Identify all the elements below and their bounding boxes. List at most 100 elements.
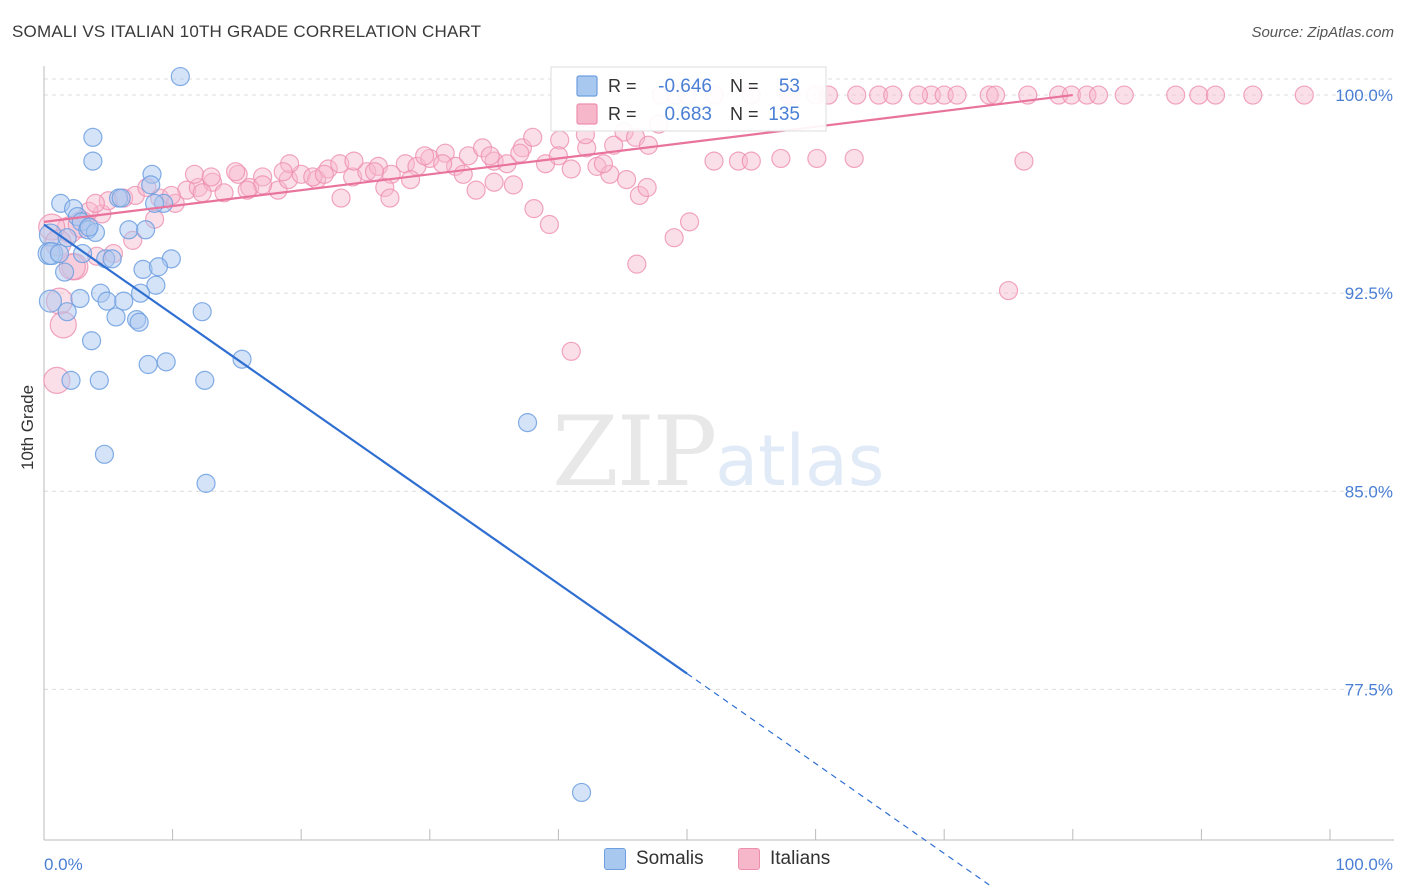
somali-point	[106, 307, 126, 327]
italian-point	[523, 127, 543, 147]
somali-point	[571, 782, 592, 803]
italian-point	[883, 85, 903, 105]
italian-point	[604, 135, 624, 155]
somali-point	[119, 220, 139, 240]
italian-point	[844, 148, 864, 169]
italian-point	[704, 151, 724, 171]
legend-label-italians: Italians	[770, 848, 831, 869]
somali-point	[114, 291, 134, 311]
italian-point	[400, 169, 421, 190]
italian-point	[237, 180, 257, 200]
italian-point	[1014, 151, 1034, 171]
somali-point	[141, 175, 161, 195]
italian-point	[1088, 85, 1109, 105]
somali-point	[81, 331, 102, 351]
italian-point	[561, 159, 581, 179]
somali-point	[111, 188, 131, 208]
watermark-zip: ZIP	[552, 396, 717, 508]
italian-point	[1189, 85, 1209, 105]
somali-point	[79, 217, 99, 237]
somali-point	[196, 473, 216, 493]
y-tick-label: 77.5%	[1345, 680, 1393, 699]
x-tick-label: 0.0%	[44, 855, 83, 874]
italian-point	[466, 180, 486, 200]
somali-point	[94, 444, 115, 464]
italian-point	[1166, 85, 1186, 105]
somali-point	[148, 257, 169, 277]
italian-point	[433, 154, 453, 174]
italian-point	[1294, 85, 1314, 105]
italian-point	[1077, 85, 1097, 105]
somali-point	[83, 127, 103, 147]
somalis-swatch	[604, 848, 626, 870]
italian-point	[192, 183, 212, 203]
somali-point	[57, 228, 77, 248]
italian-point	[771, 148, 791, 169]
italian-point	[453, 164, 473, 184]
italian-point	[280, 154, 300, 174]
italian-point	[561, 341, 581, 361]
italian-point	[364, 162, 385, 182]
italian-point	[357, 162, 377, 182]
italian-point	[375, 177, 395, 198]
italian-point	[503, 175, 523, 195]
watermark: ZIPatlas	[552, 396, 884, 508]
italian-point	[331, 188, 351, 208]
italian-point	[679, 212, 700, 232]
italian-point	[472, 138, 493, 158]
italian-point	[1243, 85, 1263, 105]
watermark-atlas: atlas	[715, 420, 885, 502]
somali-point	[135, 220, 156, 240]
source-label: Source: ZipAtlas.com	[1251, 24, 1394, 41]
italian-point	[330, 154, 350, 174]
somali-point	[97, 291, 117, 311]
legend-label-somalis: Somalis	[636, 848, 704, 869]
somali-point	[102, 249, 122, 269]
stats-n-value: 53	[779, 76, 800, 97]
italian-point	[629, 185, 650, 206]
somali-point	[232, 349, 252, 369]
stats-swatch-somalis	[576, 75, 598, 97]
italian-point	[550, 130, 570, 150]
legend-item-italians[interactable]: Italians	[738, 848, 830, 870]
somali-point	[70, 288, 90, 309]
italian-point	[85, 193, 106, 213]
italian-point	[664, 228, 684, 248]
italian-point	[510, 143, 530, 163]
legend-item-somalis[interactable]: Somalis	[604, 848, 704, 870]
italian-point	[253, 167, 273, 187]
stats-r-label: R =	[608, 76, 637, 96]
italian-point	[979, 85, 999, 105]
italian-point	[998, 280, 1019, 301]
italian-point	[616, 169, 637, 190]
italian-point	[908, 85, 929, 105]
stats-r-value: 0.683	[664, 104, 712, 125]
y-tick-label: 100.0%	[1335, 86, 1393, 105]
italian-point	[627, 254, 647, 274]
italian-point	[214, 183, 234, 203]
italian-point	[741, 151, 761, 171]
italian-point	[177, 180, 197, 200]
chart-title: SOMALI VS ITALIAN 10TH GRADE CORRELATION…	[12, 22, 482, 41]
somali-point	[146, 275, 166, 295]
stats-r-value: -0.646	[658, 76, 712, 97]
stats-n-label: N =	[730, 76, 759, 96]
italian-point	[869, 85, 889, 105]
italian-point	[273, 162, 293, 182]
italian-point	[512, 138, 532, 158]
somali-point	[170, 66, 190, 87]
italian-point	[638, 135, 659, 155]
italian-point	[524, 199, 544, 219]
somali-point	[49, 243, 70, 264]
somali-trend-line	[43, 223, 688, 675]
italian-point	[226, 162, 246, 182]
italian-point	[420, 148, 440, 169]
italian-point	[847, 85, 867, 105]
somali-point	[129, 312, 149, 332]
somali-point	[61, 370, 81, 390]
italian-point	[807, 148, 827, 169]
italian-point	[303, 167, 323, 187]
y-tick-label: 85.0%	[1345, 482, 1393, 501]
stats-legend: R = -0.646 N = 53 R = 0.683 N = 135	[550, 66, 827, 132]
